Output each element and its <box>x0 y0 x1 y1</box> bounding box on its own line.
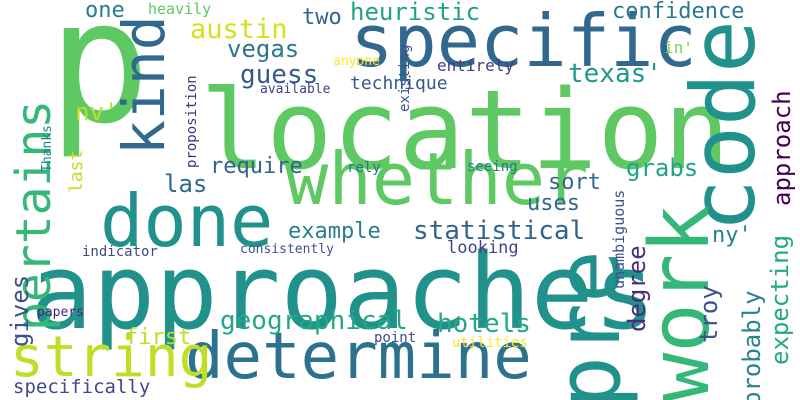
word-rely: rely <box>347 160 381 176</box>
word-heavily: heavily <box>148 0 212 18</box>
word-determine: determine <box>185 320 532 394</box>
word-specifically: specifically <box>13 376 151 398</box>
word-two: two <box>302 5 342 30</box>
word-las: las <box>164 170 208 198</box>
word-available: available <box>260 82 331 97</box>
word-specific: specific <box>350 0 697 83</box>
word-vegas: vegas <box>227 35 300 63</box>
word-last: last <box>66 149 87 194</box>
word-entirely: entirely <box>437 56 515 75</box>
word-thanks: Thanks <box>40 124 55 172</box>
word-in: in' <box>664 38 693 57</box>
word-guess: guess <box>240 60 319 90</box>
word-p: p <box>48 0 151 162</box>
word-indicator: indicator <box>82 244 158 260</box>
word-ny: ny' <box>712 223 752 248</box>
word-point: point <box>374 330 417 346</box>
word-statistical: statistical <box>413 216 586 246</box>
word-location: location <box>200 66 730 194</box>
word-expecting: expecting <box>766 234 794 366</box>
word-consistently: consistently <box>240 242 334 257</box>
word-sort: sort <box>548 170 601 195</box>
word-probably: probably <box>738 289 766 400</box>
word-hotels: hotels <box>437 309 531 339</box>
word-anyone: anyone <box>333 54 380 69</box>
word-texas: texas' <box>568 59 662 89</box>
word-whether: whether <box>285 137 589 221</box>
word-require: require <box>210 154 303 179</box>
word-string: string <box>10 325 213 390</box>
word-papers: papers <box>37 305 84 320</box>
word-proposition: proposition <box>184 74 200 168</box>
word-austin: austin <box>190 14 288 45</box>
word-approach: approach <box>768 89 796 206</box>
word-code: code <box>672 19 775 232</box>
word-approaches: approaches <box>30 231 657 353</box>
word-unambiguous: unambiguous <box>610 189 628 290</box>
word-gives: gives <box>6 274 34 348</box>
word-heuristic: heuristic <box>350 0 481 26</box>
word-looking: looking <box>447 238 519 258</box>
word-first: first <box>125 325 192 350</box>
word-uses: uses <box>527 191 580 216</box>
word-utilities: utilities <box>452 335 528 351</box>
word-one: one <box>85 0 125 23</box>
word-technique: technique <box>350 73 448 94</box>
word-example: example <box>288 219 381 244</box>
word-confidence: confidence <box>612 0 745 24</box>
word-kind: kind <box>110 14 178 155</box>
word-nv: nv' <box>75 98 119 126</box>
word-degree: degree <box>623 244 651 332</box>
word-existing: existing <box>397 44 413 113</box>
word-geographical: geographical <box>220 306 408 336</box>
word-troy: troy <box>695 284 723 343</box>
word-seeing: seeing <box>467 159 518 175</box>
word-grabs: grabs <box>626 154 699 182</box>
word-done: done <box>100 179 274 263</box>
